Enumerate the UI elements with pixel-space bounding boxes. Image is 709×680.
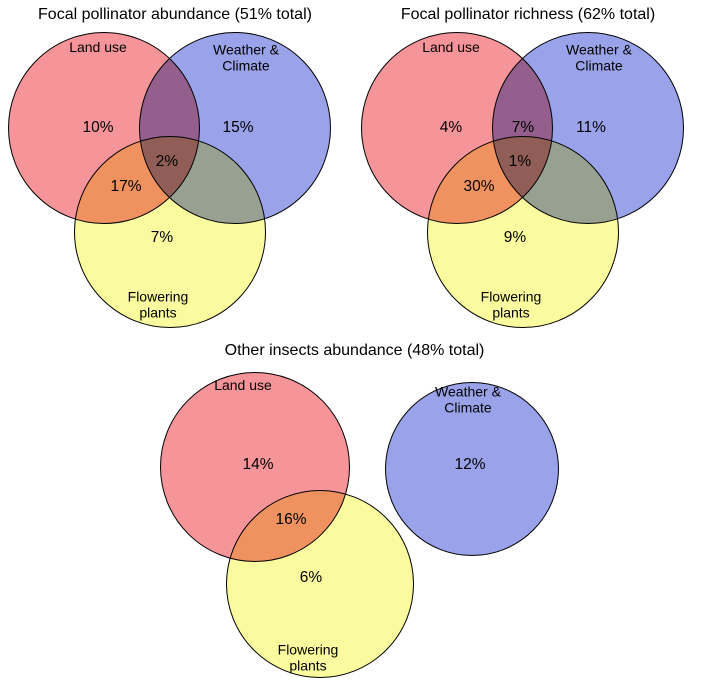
weather-climate-label: Weather & Climate <box>213 41 279 74</box>
chart-title: Focal pollinator abundance (51% total) <box>38 6 312 23</box>
weather-climate-circle <box>385 382 559 556</box>
value-weather-only: 12% <box>454 455 486 473</box>
chart-title: Focal pollinator richness (62% total) <box>400 6 656 23</box>
value-land-flowering: 17% <box>110 177 142 195</box>
venn-focal-pollinator-abundance: Focal pollinator abundance (51% total) L… <box>5 2 345 338</box>
value-land-flowering: 30% <box>463 177 495 195</box>
value-flowering-only: 6% <box>299 568 323 586</box>
land-use-label: Land use <box>214 376 272 393</box>
value-land-flowering: 16% <box>275 510 307 528</box>
land-use-label: Land use <box>69 38 127 55</box>
value-flowering-only: 9% <box>503 228 527 246</box>
value-land-only: 10% <box>82 118 114 136</box>
weather-climate-label: Weather & Climate <box>566 41 632 74</box>
value-land-only: 14% <box>242 455 274 473</box>
value-land-weather: 7% <box>511 118 535 136</box>
venn-focal-pollinator-richness: Focal pollinator richness (62% total) La… <box>358 2 698 338</box>
land-use-label: Land use <box>422 38 480 55</box>
weather-climate-label: Weather & Climate <box>435 383 501 416</box>
flowering-plants-label: Flowering plants <box>127 288 189 321</box>
value-weather-only: 11% <box>576 118 606 136</box>
flowering-plants-circle <box>226 490 414 678</box>
value-flowering-only: 7% <box>150 228 174 246</box>
value-land-only: 4% <box>439 118 463 136</box>
value-all-three: 1% <box>508 152 532 170</box>
venn-other-insects-abundance: Other insects abundance (48% total) Land… <box>0 338 709 680</box>
value-all-three: 2% <box>155 152 179 170</box>
value-weather-only: 15% <box>222 118 254 136</box>
flowering-plants-label: Flowering plants <box>277 641 339 674</box>
flowering-plants-label: Flowering plants <box>480 288 542 321</box>
flowering-plants-circle <box>74 136 266 328</box>
chart-title: Other insects abundance (48% total) <box>224 342 485 359</box>
flowering-plants-circle <box>427 136 619 328</box>
